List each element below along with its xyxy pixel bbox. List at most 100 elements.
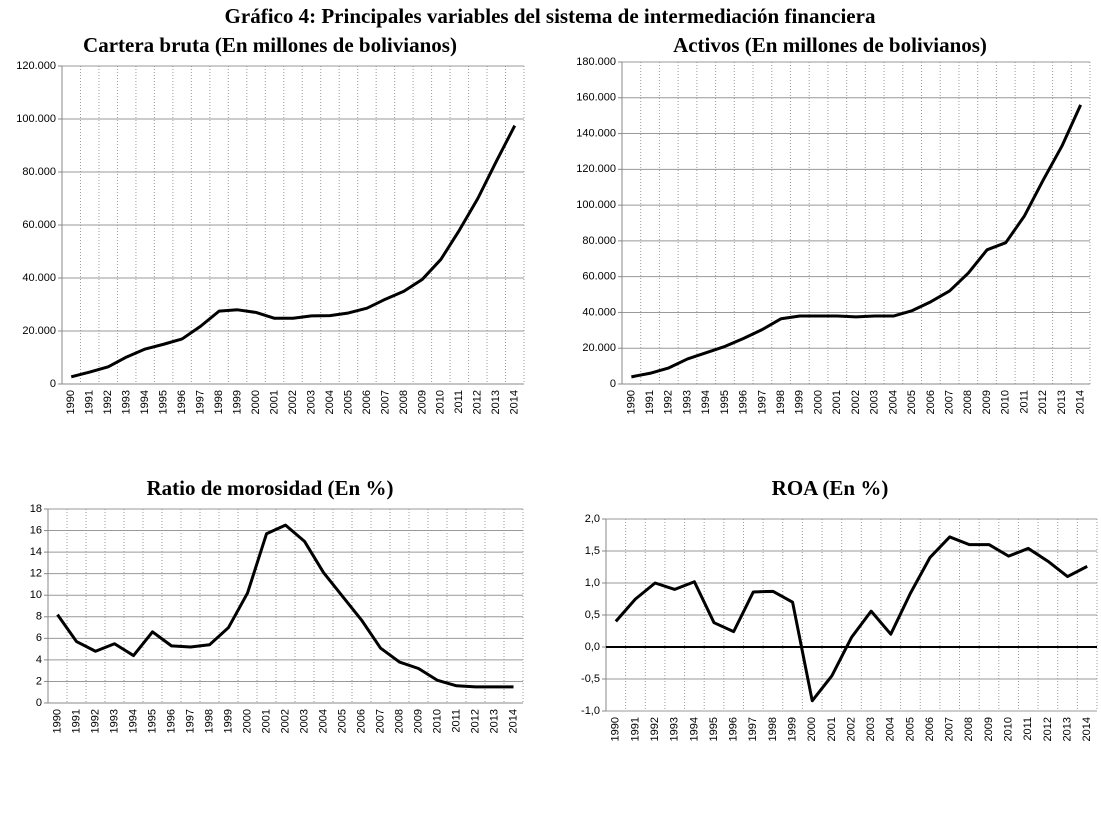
x-tick-label: 1993 <box>669 717 681 741</box>
x-tick-label: 2005 <box>906 390 918 414</box>
x-tick-label: 1992 <box>663 390 675 414</box>
x-tick-label: 2008 <box>963 717 975 741</box>
x-tick-label: 1998 <box>203 709 215 733</box>
x-tick-label: 2005 <box>904 717 916 741</box>
x-tick-label: 1997 <box>195 390 207 414</box>
x-tick-label: 1992 <box>102 390 114 414</box>
x-tick-label: 1997 <box>747 717 759 741</box>
x-tick-label: 2011 <box>1022 717 1034 741</box>
x-tick-label: 2008 <box>398 390 410 414</box>
x-tick-label: 1998 <box>767 717 779 741</box>
y-tick-label: 18 <box>30 503 42 515</box>
x-tick-label: 1991 <box>644 390 656 414</box>
y-tick-label: 2 <box>36 675 42 687</box>
x-tick-label: 2000 <box>806 717 818 741</box>
y-tick-label: 20.000 <box>582 342 616 354</box>
x-tick-label: 2008 <box>962 390 974 414</box>
x-tick-label: 2013 <box>488 709 500 733</box>
x-tick-label: 2000 <box>250 390 262 414</box>
x-tick-label: 1993 <box>681 390 693 414</box>
x-tick-label: 1994 <box>700 390 712 414</box>
x-tick-label: 1991 <box>629 717 641 741</box>
x-tick-label: 1995 <box>146 709 158 733</box>
y-tick-label: 160.000 <box>576 92 616 104</box>
x-tick-label: 1995 <box>158 390 170 414</box>
y-tick-label: -0,5 <box>581 673 600 685</box>
x-tick-label: 2005 <box>342 390 354 414</box>
x-tick-label: 1994 <box>127 709 139 733</box>
chart-title: Ratio de morosidad (En %) <box>147 476 394 500</box>
x-tick-label: 2001 <box>268 390 280 414</box>
x-tick-label: 2002 <box>279 709 291 733</box>
x-tick-label: 2002 <box>845 717 857 741</box>
x-tick-label: 2003 <box>869 390 881 414</box>
data-line <box>631 104 1083 379</box>
x-tick-label: 2000 <box>812 390 824 414</box>
x-tick-label: 2007 <box>944 717 956 741</box>
x-tick-label: 2003 <box>305 390 317 414</box>
chart-title: Activos (En millones de bolivianos) <box>673 33 987 57</box>
x-tick-label: 2002 <box>850 390 862 414</box>
x-tick-label: 1999 <box>222 709 234 733</box>
y-tick-label: 140.000 <box>576 127 616 139</box>
y-tick-label: 14 <box>30 546 42 558</box>
x-tick-label: 2010 <box>431 709 443 733</box>
x-tick-label: 2003 <box>865 717 877 741</box>
x-tick-label: 2014 <box>1075 390 1087 414</box>
x-tick-label: 2003 <box>298 709 310 733</box>
x-tick-label: 2009 <box>983 717 995 741</box>
x-tick-label: 1991 <box>84 390 96 414</box>
y-tick-label: 1,5 <box>585 545 600 557</box>
x-tick-label: 1990 <box>65 390 77 414</box>
x-tick-label: 2013 <box>1061 717 1073 741</box>
x-tick-label: 2002 <box>287 390 299 414</box>
y-tick-label: 40.000 <box>582 306 616 318</box>
x-tick-label: 2012 <box>1042 717 1054 741</box>
x-tick-label: 2012 <box>472 390 484 414</box>
x-tick-label: 1998 <box>775 390 787 414</box>
x-tick-label: 2012 <box>469 709 481 733</box>
data-line <box>70 124 517 379</box>
x-tick-label: 1993 <box>108 709 120 733</box>
y-tick-label: 0 <box>36 697 42 709</box>
x-tick-label: 2009 <box>412 709 424 733</box>
x-tick-label: 2013 <box>1056 390 1068 414</box>
y-tick-label: 120.000 <box>576 163 616 175</box>
x-tick-label: 2011 <box>1018 390 1030 414</box>
x-tick-label: 2004 <box>885 717 897 741</box>
x-tick-label: 2006 <box>361 390 373 414</box>
x-tick-label: 2004 <box>317 709 329 733</box>
x-tick-label: 1991 <box>70 709 82 733</box>
x-tick-label: 2012 <box>1037 390 1049 414</box>
x-tick-label: 1999 <box>786 717 798 741</box>
x-tick-label: 1997 <box>184 709 196 733</box>
x-tick-label: 1992 <box>649 717 661 741</box>
x-tick-label: 2011 <box>450 709 462 733</box>
x-tick-label: 1995 <box>719 390 731 414</box>
x-tick-label: 1999 <box>231 390 243 414</box>
x-tick-label: 1992 <box>89 709 101 733</box>
y-tick-label: 8 <box>36 611 42 623</box>
x-tick-label: 1998 <box>213 390 225 414</box>
x-tick-label: 1990 <box>610 717 622 741</box>
x-tick-label: 2001 <box>826 717 838 741</box>
x-tick-label: 2014 <box>509 390 521 414</box>
x-tick-label: 2000 <box>241 709 253 733</box>
x-tick-label: 2014 <box>507 709 519 733</box>
figure-title: Gráfico 4: Principales variables del sis… <box>225 4 876 28</box>
x-tick-label: 2009 <box>416 390 428 414</box>
x-tick-label: 1993 <box>121 390 133 414</box>
y-tick-label: 2,0 <box>585 513 600 525</box>
x-tick-label: 2007 <box>944 390 956 414</box>
x-tick-label: 2007 <box>374 709 386 733</box>
x-tick-label: 1994 <box>139 390 151 414</box>
x-tick-label: 1990 <box>625 390 637 414</box>
x-tick-label: 2010 <box>435 390 447 414</box>
y-tick-label: -1,0 <box>581 705 600 717</box>
x-tick-label: 1996 <box>738 390 750 414</box>
x-tick-label: 2010 <box>1003 717 1015 741</box>
y-tick-label: 4 <box>36 654 42 666</box>
x-tick-label: 2006 <box>355 709 367 733</box>
y-tick-label: 80.000 <box>582 235 616 247</box>
x-tick-label: 2010 <box>1000 390 1012 414</box>
